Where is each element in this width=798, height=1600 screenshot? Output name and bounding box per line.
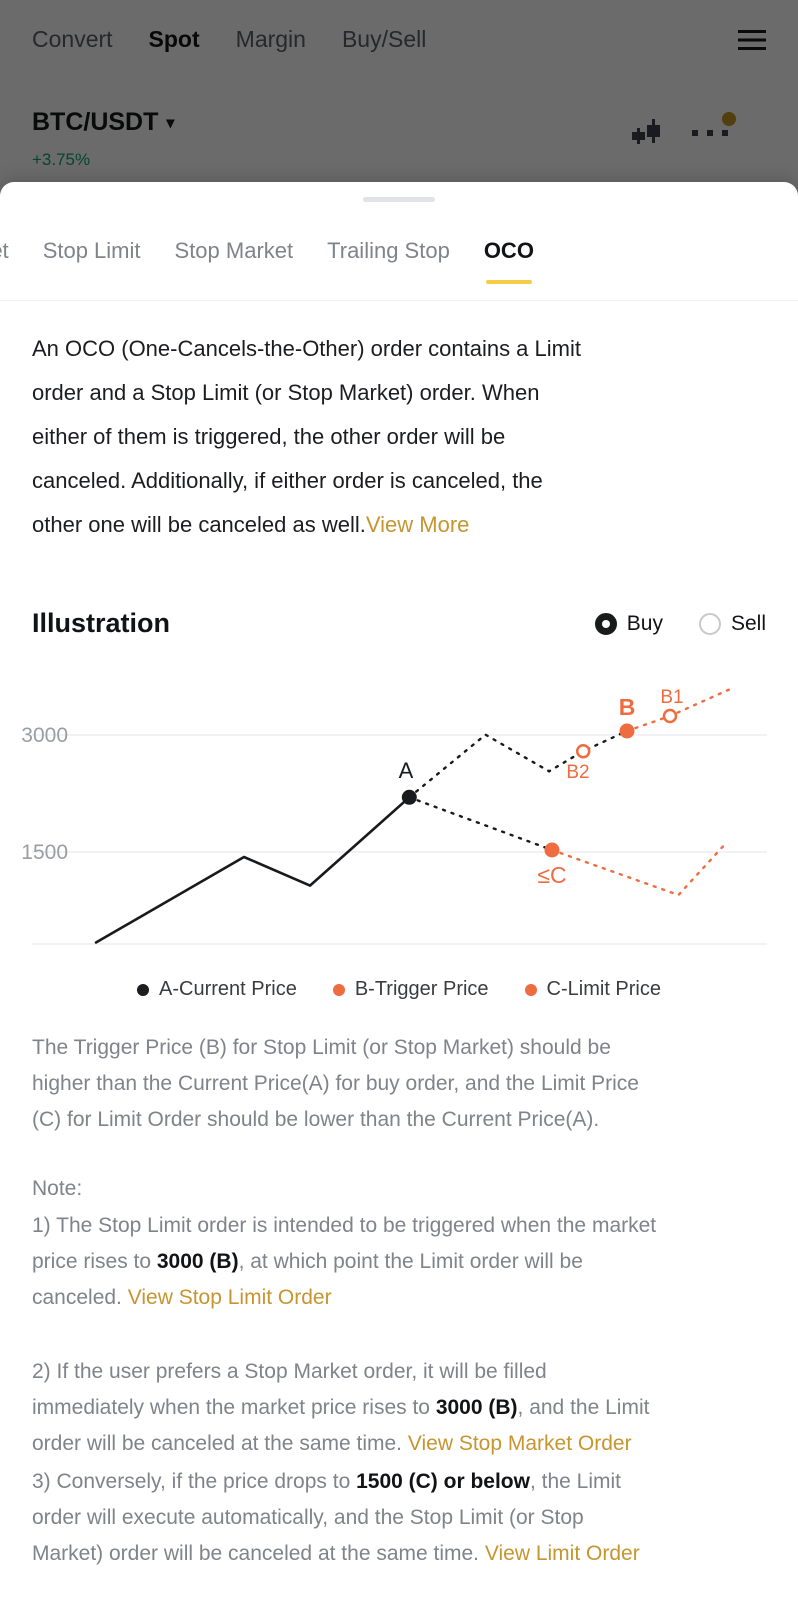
svg-text:3000: 3000 [21,724,68,747]
svg-text:B2: B2 [566,762,589,783]
svg-text:B: B [619,694,636,720]
svg-text:≤C: ≤C [537,862,566,888]
svg-text:B1: B1 [660,687,683,708]
svg-text:1500: 1500 [21,841,68,864]
svg-text:A: A [399,758,414,783]
